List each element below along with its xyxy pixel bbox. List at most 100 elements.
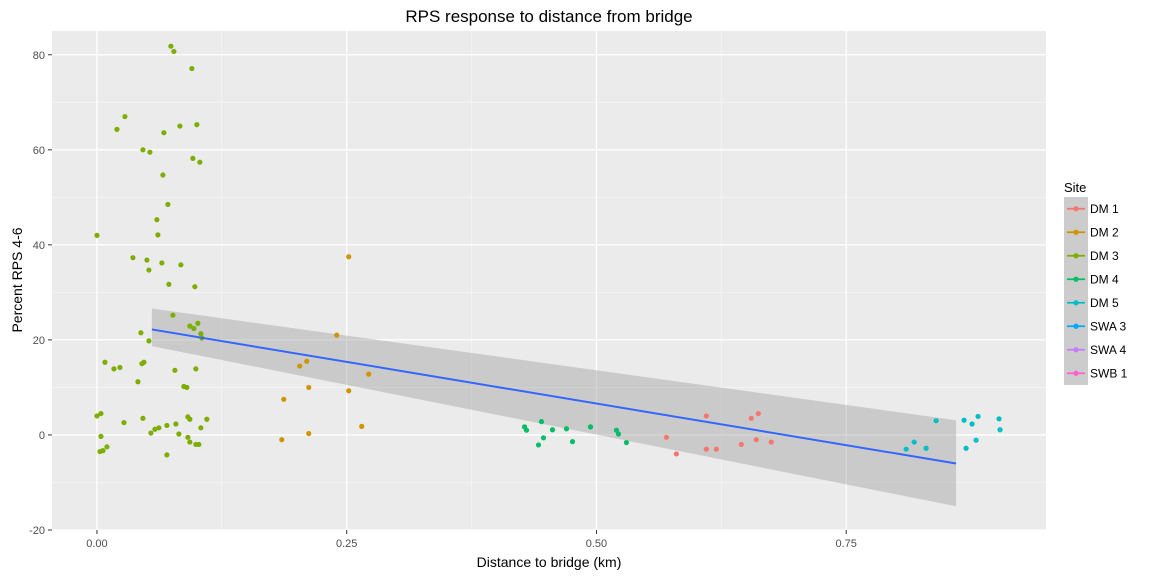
y-tick-label: 0 [39,430,45,442]
confidence-band-area [151,308,957,507]
data-point [114,126,120,132]
data-point [168,43,174,49]
data-point [148,430,154,436]
data-point [100,448,106,454]
series-dm-5 [903,413,1003,452]
data-point [187,323,193,329]
grid-minor [52,31,1046,530]
grid-major [52,31,1046,531]
y-tick-label: 60 [33,145,45,157]
legend-label: SWB 1 [1090,366,1128,380]
data-point [102,359,108,365]
data-point [306,384,312,391]
x-axis-ticks: 0.00 0.25 0.50 0.75 [86,530,857,550]
legend-item: SWB 1 [1064,361,1128,385]
data-point [164,452,170,458]
data-point [346,388,352,394]
legend-key-point [1073,253,1079,259]
data-point [748,415,754,421]
data-point [911,439,917,445]
plot-panel [52,31,1046,530]
confidence-band [151,308,957,507]
data-point [178,262,184,268]
data-point [755,410,761,417]
data-points [94,43,1003,458]
y-tick-label: 40 [33,240,45,252]
data-point [281,396,287,402]
data-point [297,363,303,369]
legend-key-point [1073,347,1079,353]
legend-label: SWA 3 [1090,319,1127,333]
data-point [173,421,179,427]
data-point [933,418,939,424]
x-tick-label: 0.50 [586,538,607,550]
data-point [141,359,147,365]
data-point [198,425,204,431]
data-point [184,384,190,391]
data-point [135,379,141,385]
data-point [166,281,172,287]
legend-key-point [1073,370,1079,376]
y-axis-ticks: -20 0 20 40 60 80 [29,50,52,537]
legend-item: DM 1 [1064,197,1119,221]
legend-item: SWA 4 [1064,338,1127,362]
data-point [334,332,340,338]
data-point [195,320,201,326]
data-point [154,217,160,223]
data-point [130,255,136,261]
legend-label: DM 4 [1090,272,1119,286]
data-point [155,232,161,238]
data-point [146,338,152,344]
data-point [923,445,929,451]
data-point [359,423,365,429]
data-point [117,364,123,371]
data-point [144,257,150,263]
data-point [196,441,202,448]
data-point [177,123,183,129]
data-point [587,424,594,430]
data-point [535,442,542,448]
data-point [204,416,210,422]
data-point [753,437,759,443]
data-point [98,410,104,417]
data-point [94,232,100,238]
data-point [140,415,146,421]
data-point [540,435,547,441]
data-point [768,439,774,445]
data-point [121,419,127,426]
data-point [673,451,679,457]
data-point [138,330,144,336]
data-point [159,260,165,266]
data-point [187,416,193,422]
x-tick-label: 0.00 [86,538,107,550]
regression-line [151,328,957,465]
data-point [161,130,167,136]
legend-item: SWA 3 [1064,314,1127,338]
data-point [111,366,117,372]
legend-title: Site [1064,180,1086,195]
series-dm-1 [663,410,774,457]
legend: Site DM 1 DM 2 DM 3 DM 4 DM 5 SWA 3 SWA 4 SWB 1 [1064,180,1128,385]
data-point [189,65,195,72]
data-point [164,422,170,429]
data-point [713,446,719,452]
data-point [961,417,967,423]
series-dm-2 [279,254,372,443]
data-point [172,367,178,373]
data-point [147,149,153,155]
legend-key-point [1073,276,1079,282]
legend-label: DM 1 [1090,202,1119,216]
data-point [279,437,285,443]
data-point [549,427,556,433]
x-tick-label: 0.75 [835,538,856,550]
data-point [140,147,146,153]
legend-label: DM 2 [1090,225,1119,239]
data-point [663,434,669,440]
data-point [190,155,196,161]
data-point [191,325,197,332]
y-tick-label: -20 [29,525,45,537]
data-point [187,439,193,445]
data-point [122,113,128,120]
data-point [192,284,198,290]
